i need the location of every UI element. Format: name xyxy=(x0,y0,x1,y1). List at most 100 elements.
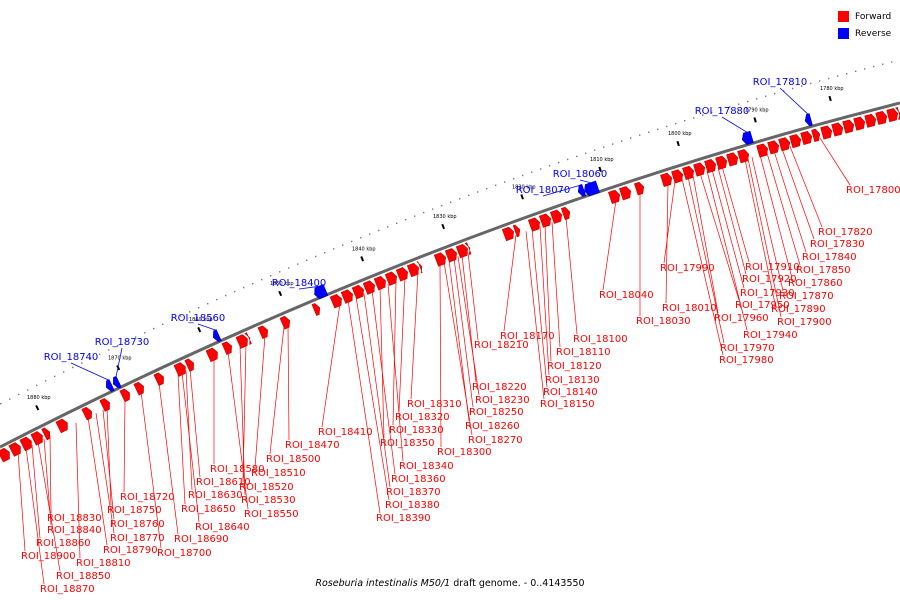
scale-dot xyxy=(621,140,623,142)
scale-dot xyxy=(558,161,560,164)
reverse-gene-label: ROI_17880 xyxy=(695,106,750,117)
scale-tick xyxy=(441,223,446,230)
reverse-gene xyxy=(113,375,122,389)
forward-gene-label: ROI_18610 xyxy=(196,477,251,488)
scale-dot xyxy=(423,211,425,214)
forward-gene xyxy=(340,289,353,304)
scale-dot xyxy=(324,251,326,254)
forward-leader xyxy=(706,170,748,331)
forward-gene-label: ROI_18310 xyxy=(407,399,462,410)
scale-dots xyxy=(0,61,893,405)
forward-leader xyxy=(457,256,480,396)
backbone-line xyxy=(0,101,900,449)
forward-gene xyxy=(464,242,472,255)
forward-gene-label: ROI_18030 xyxy=(636,316,691,327)
forward-gene-label: ROI_18140 xyxy=(543,387,598,398)
legend-forward-label: Forward xyxy=(855,11,892,22)
scale-dot xyxy=(828,77,830,80)
scale-dot xyxy=(243,286,245,289)
forward-gene-label: ROI_17940 xyxy=(743,330,798,341)
scale-dot xyxy=(585,152,587,154)
forward-gene-label: ROI_18370 xyxy=(386,487,441,498)
reverse-swatch xyxy=(838,28,849,39)
forward-gene-label: ROI_18230 xyxy=(475,395,530,406)
scale-dot xyxy=(819,80,821,82)
forward-gene xyxy=(221,341,232,355)
scale-dot xyxy=(369,233,371,235)
forward-gene-label: ROI_18530 xyxy=(241,495,296,506)
scale-tick-label: 1880 kbp xyxy=(27,395,51,401)
reverse-leader xyxy=(579,179,592,184)
forward-gene-label: ROI_18110 xyxy=(556,347,611,358)
forward-leader xyxy=(140,391,162,549)
scale-dot xyxy=(306,259,308,261)
forward-gene-label: ROI_18220 xyxy=(472,382,527,393)
forward-gene-label: ROI_18470 xyxy=(285,440,340,451)
scale-dot xyxy=(810,82,812,85)
forward-gene-label: ROI_18320 xyxy=(395,412,450,423)
scale-dot xyxy=(711,111,713,114)
forward-gene xyxy=(560,206,571,221)
forward-gene-label: ROI_18760 xyxy=(110,519,165,530)
forward-leader xyxy=(239,346,246,496)
forward-gene-label: ROI_17800 xyxy=(846,185,900,196)
scale-dot xyxy=(720,108,722,111)
forward-gene xyxy=(538,213,551,228)
scale-dot xyxy=(693,117,695,119)
scale-tick-label: 1820 kbp xyxy=(512,184,536,190)
scale-dot xyxy=(531,171,533,173)
scale-dot xyxy=(36,384,38,387)
forward-gene-label: ROI_18270 xyxy=(468,435,523,446)
scale-dot xyxy=(108,349,110,351)
forward-leader xyxy=(759,154,793,279)
forward-gene-label: ROI_17920 xyxy=(742,274,797,285)
forward-gene xyxy=(244,332,252,345)
forward-gene-label: ROI_18130 xyxy=(545,375,600,386)
forward-gene xyxy=(864,113,877,128)
forward-gene-label: ROI_18750 xyxy=(107,505,162,516)
scale-tick xyxy=(598,166,602,173)
scale-tick-label: 1800 kbp xyxy=(668,131,692,137)
scale-dot xyxy=(153,327,155,330)
scale-dot xyxy=(234,290,236,293)
reverse-gene-label: ROI_18400 xyxy=(272,278,327,289)
forward-gene xyxy=(41,427,50,441)
scale-tick-label: 1830 kbp xyxy=(433,214,457,220)
forward-gene xyxy=(842,119,855,134)
reverse-gene xyxy=(741,130,754,145)
caption-species: Roseburia intestinalis M50/1 xyxy=(315,578,451,589)
caption-range: draft genome. - 0..4143550 xyxy=(450,578,585,589)
reverse-gene xyxy=(804,113,813,127)
scale-dot xyxy=(198,307,200,309)
forward-gene xyxy=(433,252,446,267)
scale-dot xyxy=(171,319,173,321)
forward-gene-label: ROI_18720 xyxy=(120,492,175,503)
forward-gene-label: ROI_18510 xyxy=(251,468,306,479)
forward-gene xyxy=(444,248,457,263)
reverse-gene-label: ROI_18730 xyxy=(95,337,150,348)
scale-dot xyxy=(864,68,866,70)
forward-gene xyxy=(81,406,92,421)
scale-dot xyxy=(630,137,632,139)
scale-dot xyxy=(414,215,416,217)
forward-gene-label: ROI_17890 xyxy=(771,304,826,315)
scale-tick-label: 1850 kbp xyxy=(270,281,294,287)
forward-leader xyxy=(681,178,724,356)
scale-dot xyxy=(792,87,794,90)
reverse-leader xyxy=(298,285,321,290)
forward-gene xyxy=(811,128,821,143)
scale-dot xyxy=(405,218,407,221)
forward-gene xyxy=(820,125,833,140)
scale-dot xyxy=(567,158,569,161)
forward-leader xyxy=(663,180,676,264)
scale-dot xyxy=(540,168,542,170)
forward-gene xyxy=(279,315,290,330)
forward-gene-label: ROI_18580 xyxy=(210,464,265,475)
scale-dot xyxy=(855,70,857,72)
reverse-gene-label: ROI_18070 xyxy=(516,185,571,196)
forward-gene xyxy=(704,159,717,174)
scale-dot xyxy=(747,100,749,103)
scale-dot xyxy=(675,122,677,125)
forward-leader xyxy=(254,335,266,469)
forward-gene-label: ROI_18040 xyxy=(599,290,654,301)
